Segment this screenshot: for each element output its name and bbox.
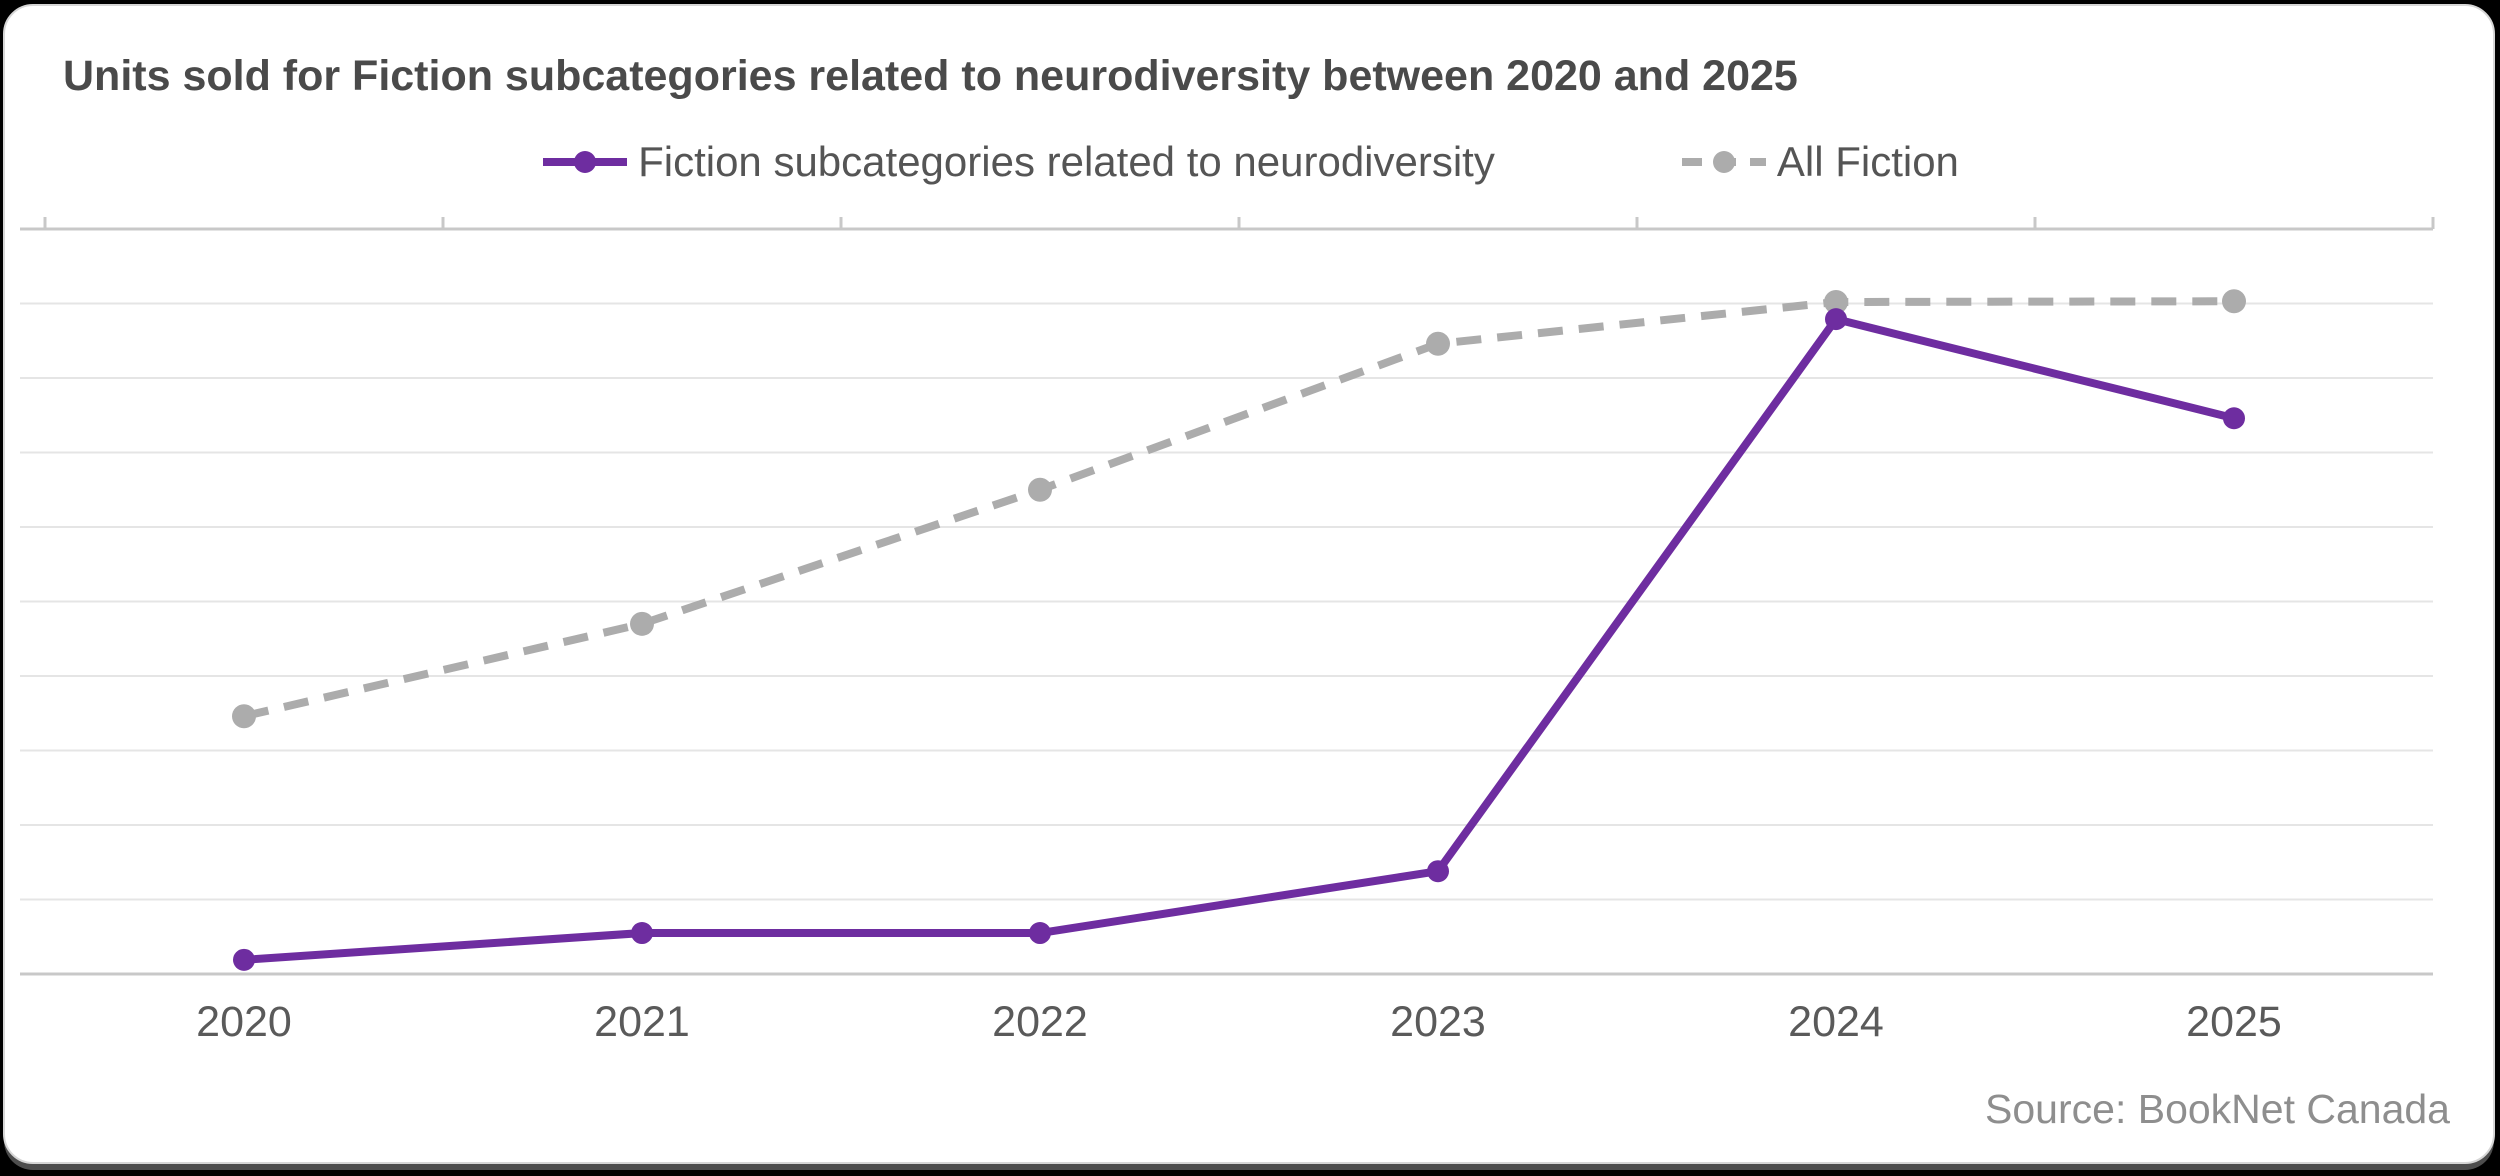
x-axis-label: 2024 — [1788, 998, 1884, 1046]
legend-item-all-fiction: All Fiction — [1680, 138, 1959, 186]
data-point — [1426, 331, 1450, 356]
source-credit: Source: BookNet Canada — [1985, 1086, 2450, 1132]
data-point — [2223, 407, 2245, 430]
data-point — [1824, 290, 1848, 315]
data-point — [2222, 289, 2246, 314]
x-axis-label: 2020 — [196, 998, 292, 1046]
data-point — [233, 948, 255, 971]
x-axis-label: 2022 — [992, 998, 1088, 1046]
legend-label: Fiction subcategories related to neurodi… — [638, 138, 1495, 185]
legend-label: All Fiction — [1776, 138, 1959, 185]
legend-item-fiction-neurodiversity: Fiction subcategories related to neurodi… — [541, 138, 1495, 186]
series-line-fiction-subcategories-related-to-neurodiversity — [243, 315, 2235, 964]
data-point — [1029, 922, 1051, 945]
x-axis-label: 2021 — [594, 998, 690, 1046]
x-axis-label: 2025 — [2186, 998, 2282, 1046]
data-point — [631, 922, 653, 945]
dashed-line-series-icon — [1681, 151, 1766, 173]
data-point — [1825, 308, 1847, 331]
data-point — [1028, 477, 1052, 502]
data-point — [1427, 860, 1449, 883]
data-point — [630, 611, 654, 636]
chart-legend: Fiction subcategories related to neurodi… — [0, 138, 2500, 186]
data-point — [232, 704, 256, 729]
chart-card — [3, 4, 2495, 1164]
x-axis-label: 2023 — [1390, 998, 1486, 1046]
chart-title: Units sold for Fiction subcategories rel… — [63, 52, 1798, 100]
solid-line-series-icon — [543, 151, 628, 173]
series-line-all-fiction — [243, 297, 2235, 721]
